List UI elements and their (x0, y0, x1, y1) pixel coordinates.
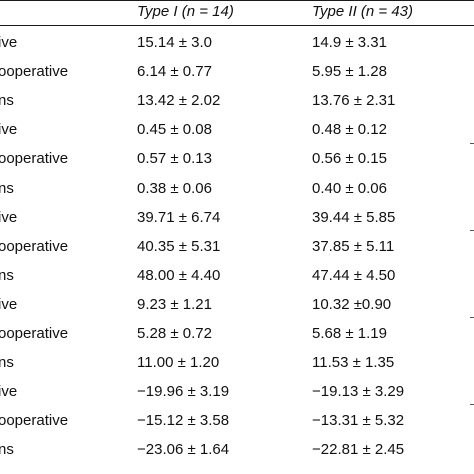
type-i-value: 9.23 ± 1.21 (137, 295, 212, 313)
type-i-value: 5.28 ± 0.72 (137, 325, 212, 342)
table-row: ns 0.38 ± 0.06 0.40 ± 0.06 (0, 175, 474, 204)
table-row: ive 9.23 ± 1.21 10.32 ±0.90 (0, 291, 474, 320)
row-label: ooperative (0, 63, 69, 81)
type-i-value: 39.71 ± 6.74 (137, 208, 221, 226)
top-rule (0, 0, 474, 1)
header-type-i: Type I (n = 14) (137, 3, 234, 20)
row-label: ive (0, 208, 18, 226)
type-ii-value: 10.32 ±0.90 (312, 295, 392, 313)
table-row: ooperative 5.28 ± 0.72 5.68 ± 1.19 (0, 320, 474, 349)
right-edge-tick-1 (470, 143, 474, 144)
type-ii-value: 47.44 ± 4.50 (312, 266, 396, 284)
row-label: ooperative (0, 325, 69, 342)
header-rule (0, 25, 474, 26)
row-label: ive (0, 295, 18, 313)
type-i-value: −23.06 ± 1.64 (137, 441, 230, 459)
type-ii-value: −22.81 ± 2.45 (312, 441, 405, 459)
type-ii-value: 14.9 ± 3.31 (312, 34, 387, 51)
type-i-value: 11.00 ± 1.20 (137, 354, 220, 372)
header-type-ii: Type II (n = 43) (312, 3, 414, 20)
type-i-value: −15.12 ± 3.58 (137, 412, 230, 430)
type-i-value: 6.14 ± 0.77 (137, 63, 212, 81)
type-ii-value: 5.68 ± 1.19 (312, 325, 387, 342)
row-label: ooperative (0, 150, 69, 168)
type-ii-value: 0.56 ± 0.15 (312, 150, 387, 168)
row-label: ive (0, 383, 18, 401)
table-row: ns 48.00 ± 4.40 47.44 ± 4.50 (0, 262, 474, 291)
right-edge-tick-2 (470, 230, 474, 231)
table-row: ns −23.06 ± 1.64 −22.81 ± 2.45 (0, 436, 474, 465)
type-ii-value: −19.13 ± 3.29 (312, 383, 405, 401)
type-i-value: 13.42 ± 2.02 (137, 92, 221, 110)
row-label: ooperative (0, 412, 69, 430)
row-label: ns (0, 441, 14, 459)
table-row: ooperative 40.35 ± 5.31 37.85 ± 5.11 (0, 233, 474, 262)
type-i-value: 0.57 ± 0.13 (137, 150, 212, 168)
row-label: ive (0, 34, 18, 51)
type-ii-value: 13.76 ± 2.31 (312, 92, 396, 110)
table-row: ive 15.14 ± 3.0 14.9 ± 3.31 (0, 29, 474, 58)
type-i-value: 15.14 ± 3.0 (137, 34, 212, 51)
table-row: ooperative 0.57 ± 0.13 0.56 ± 0.15 (0, 145, 474, 174)
right-edge-tick-3 (470, 317, 474, 318)
type-ii-value: −13.31 ± 5.32 (312, 412, 405, 430)
type-i-value: 48.00 ± 4.40 (137, 266, 221, 284)
type-ii-value: 11.53 ± 1.35 (312, 354, 395, 372)
row-label: ns (0, 92, 14, 110)
table-row: ive 0.45 ± 0.08 0.48 ± 0.12 (0, 116, 474, 145)
type-ii-value: 5.95 ± 1.28 (312, 63, 387, 81)
table-row: ive −19.96 ± 3.19 −19.13 ± 3.29 (0, 378, 474, 407)
table-row: ooperative 6.14 ± 0.77 5.95 ± 1.28 (0, 58, 474, 87)
type-i-value: 0.45 ± 0.08 (137, 121, 212, 139)
table-row: ive 39.71 ± 6.74 39.44 ± 5.85 (0, 204, 474, 233)
type-ii-value: 0.40 ± 0.06 (312, 179, 387, 197)
table-row: ooperative −15.12 ± 3.58 −13.31 ± 5.32 (0, 407, 474, 436)
row-label: ns (0, 266, 14, 284)
right-edge-tick-4 (470, 404, 474, 405)
row-label: ns (0, 179, 14, 197)
type-i-value: −19.96 ± 3.19 (137, 383, 230, 401)
type-ii-value: 0.48 ± 0.12 (312, 121, 387, 139)
table-row: ns 13.42 ± 2.02 13.76 ± 2.31 (0, 87, 474, 116)
row-label: ns (0, 354, 14, 372)
type-i-value: 40.35 ± 5.31 (137, 237, 221, 255)
type-i-value: 0.38 ± 0.06 (137, 179, 212, 197)
row-label: ooperative (0, 237, 69, 255)
table-row: ns 11.00 ± 1.20 11.53 ± 1.35 (0, 349, 474, 378)
row-label: ive (0, 121, 18, 139)
type-ii-value: 39.44 ± 5.85 (312, 208, 396, 226)
type-ii-value: 37.85 ± 5.11 (312, 237, 395, 255)
